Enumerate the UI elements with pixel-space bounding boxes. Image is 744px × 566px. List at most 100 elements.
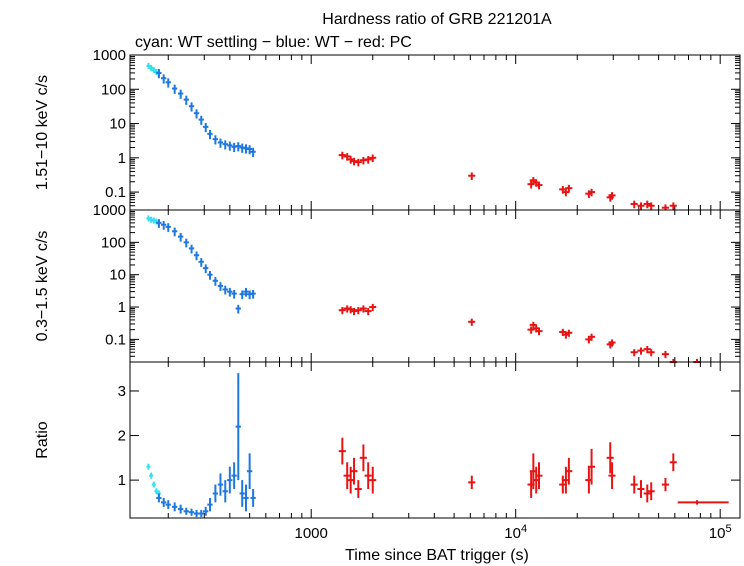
- data-point-pc: [535, 327, 543, 336]
- data-point-wt: [222, 285, 228, 295]
- data-point-pc: [647, 482, 655, 501]
- data-point-wt: [171, 502, 178, 512]
- data-point-pc: [606, 442, 614, 474]
- panel-frame: [129, 54, 741, 211]
- data-point-wt: [183, 507, 189, 515]
- data-point-wt: [239, 290, 245, 300]
- y-tick-label: 0.1: [105, 184, 126, 201]
- data-point-pc: [669, 453, 677, 472]
- data-point-wt: [231, 462, 237, 490]
- data-point-wt: [156, 219, 162, 228]
- data-point-wt: [165, 78, 171, 88]
- chart-title: Hardness ratio of GRB 221201A: [322, 11, 552, 28]
- data-point-pc: [565, 457, 573, 485]
- data-point-wt: [222, 480, 228, 503]
- data-point-pc: [637, 202, 645, 210]
- y-tick-label: 1: [118, 472, 126, 489]
- data-point-wt: [207, 129, 213, 140]
- data-point-wt: [160, 221, 167, 230]
- panel-middle: 1000 100 10 1 0.1 0.3−1.5 keV c/s: [34, 202, 741, 363]
- data-point-wt: [198, 258, 204, 267]
- data-point-wt: [212, 277, 219, 286]
- data-point-pc: [354, 480, 362, 498]
- data-point-wt_settling: [149, 472, 154, 479]
- y-tick-label: 1: [118, 150, 126, 167]
- y-tick-label: 1000: [93, 202, 126, 219]
- panel-top: 1000 100 10 1 0.1 1.51−10 keV c/s: [34, 47, 741, 211]
- y-tick-label: 10: [109, 267, 126, 284]
- y-tick-label: 3: [118, 383, 126, 400]
- data-point-wt: [250, 489, 256, 507]
- y-tick-label: 0.1: [105, 331, 126, 348]
- data-point-pc: [637, 480, 645, 498]
- data-point-pc: [661, 477, 669, 492]
- data-point-wt: [171, 84, 178, 94]
- data-point-wt: [160, 497, 167, 507]
- y-tick-label: 100: [101, 234, 126, 251]
- data-point-pc: [369, 154, 377, 163]
- data-point-wt: [165, 500, 171, 510]
- data-point-pc: [347, 156, 355, 164]
- data-point-pc: [630, 200, 638, 209]
- data-point-wt: [177, 232, 184, 242]
- data-point-wt: [243, 287, 249, 297]
- data-point-pc: [359, 305, 367, 313]
- data-point-pc: [647, 202, 655, 210]
- data-point-pc: [369, 303, 377, 312]
- data-point-pc: [364, 462, 372, 490]
- data-point-pc: [630, 475, 638, 494]
- data-point-wt: [177, 89, 184, 99]
- data-point-pc: [535, 462, 543, 490]
- data-point-pc: [364, 307, 372, 316]
- data-point-pc: [468, 172, 476, 181]
- data-point-wt: [193, 509, 200, 518]
- data-point-wt: [203, 506, 209, 516]
- y-tick-label: 100: [101, 81, 126, 98]
- x-tick-label: 1000: [295, 525, 328, 542]
- y-tick-label: 1: [118, 299, 126, 316]
- y-axis-label-middle: 0.3−1.5 keV c/s: [34, 231, 51, 342]
- data-point-pc: [608, 192, 616, 200]
- data-point-wt: [193, 109, 200, 119]
- data-point-wt: [243, 484, 249, 512]
- x-tick-exponent: 4: [521, 523, 527, 535]
- data-point-pc: [468, 475, 476, 490]
- data-point-wt: [227, 141, 233, 151]
- y-tick-label: 10: [109, 116, 126, 133]
- data-point-pc: [354, 307, 362, 315]
- data-point-pc: [343, 462, 351, 490]
- x-tick-exponent: 5: [725, 523, 731, 535]
- data-point-pc: [643, 484, 651, 503]
- data-point-wt: [198, 509, 204, 518]
- data-point-pc: [354, 158, 362, 167]
- data-point-wt: [217, 282, 224, 291]
- data-point-pc: [338, 437, 346, 465]
- data-point-wt: [177, 504, 184, 514]
- data-point-pc: [364, 156, 372, 164]
- data-point-wt: [188, 102, 195, 112]
- data-point-pc: [677, 500, 729, 505]
- data-point-wt: [203, 264, 209, 274]
- data-point-pc: [468, 318, 476, 326]
- data-point-wt: [222, 140, 228, 150]
- data-point-wt: [239, 480, 245, 507]
- y-axis-label-top: 1.51−10 keV c/s: [34, 75, 51, 190]
- y-axis-label-bottom: Ratio: [34, 421, 51, 458]
- panel-frame: [129, 361, 741, 519]
- data-point-pc: [637, 347, 645, 355]
- data-point-wt: [165, 223, 171, 232]
- data-point-pc: [338, 307, 346, 315]
- y-tick-label: 2: [118, 428, 126, 445]
- data-point-wt_settling: [146, 62, 151, 69]
- data-point-pc: [647, 349, 655, 357]
- x-tick-label: 105: [709, 523, 732, 542]
- data-point-pc: [587, 448, 596, 485]
- y-tick-label: 1000: [93, 47, 126, 64]
- data-point-pc: [587, 188, 596, 197]
- data-point-wt: [212, 135, 219, 145]
- data-point-wt: [231, 289, 237, 299]
- chart-subtitle: cyan: WT settling − blue: WT − red: PC: [135, 34, 412, 51]
- data-point-pc: [587, 333, 596, 341]
- data-point-wt: [193, 251, 200, 261]
